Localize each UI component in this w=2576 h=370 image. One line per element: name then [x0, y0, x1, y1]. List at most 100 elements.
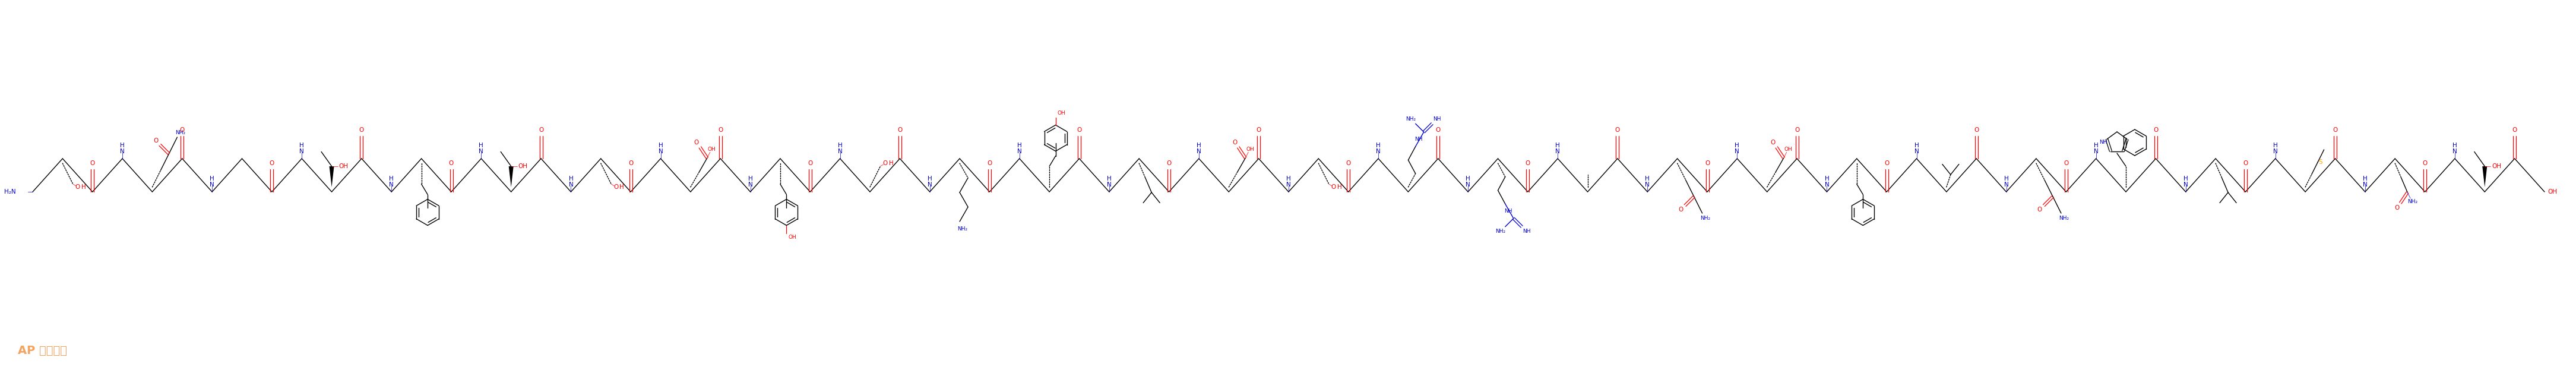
- Text: O: O: [1332, 184, 1337, 190]
- Text: O: O: [1435, 127, 1440, 133]
- Text: H: H: [2184, 176, 2187, 182]
- Text: N: N: [1914, 148, 1919, 154]
- Text: N: N: [747, 182, 752, 188]
- Text: NH: NH: [1504, 208, 1512, 213]
- Text: H: H: [1556, 142, 1561, 148]
- Text: N: N: [299, 148, 304, 154]
- Text: O: O: [987, 160, 992, 166]
- Text: NH₂: NH₂: [1406, 116, 1417, 122]
- Text: O: O: [2244, 160, 2249, 166]
- Text: O: O: [1231, 139, 1236, 145]
- Text: O: O: [2063, 160, 2069, 166]
- Text: H: H: [1734, 142, 1739, 148]
- Text: H: H: [2452, 142, 2458, 148]
- Text: H: H: [121, 142, 124, 148]
- Text: H: H: [2094, 142, 2099, 148]
- Text: H: H: [82, 184, 85, 190]
- Text: N: N: [1285, 182, 1291, 188]
- Text: N: N: [837, 148, 842, 154]
- Text: H: H: [2362, 176, 2367, 182]
- Text: N: N: [479, 148, 484, 154]
- Text: H: H: [837, 142, 842, 148]
- Text: NH₂: NH₂: [2058, 215, 2069, 221]
- Text: NH₂: NH₂: [2406, 199, 2416, 204]
- Text: H: H: [747, 176, 752, 182]
- Text: O: O: [1077, 127, 1082, 133]
- Text: O: O: [884, 160, 889, 166]
- Text: NH: NH: [1414, 137, 1422, 142]
- Text: O: O: [180, 127, 185, 133]
- Text: O: O: [2334, 127, 2336, 133]
- Text: H: H: [1285, 176, 1291, 182]
- Text: N: N: [1646, 182, 1649, 188]
- Text: N: N: [1734, 148, 1739, 154]
- Polygon shape: [507, 166, 513, 187]
- Text: O: O: [1795, 127, 1801, 133]
- Text: N: N: [2452, 148, 2458, 154]
- Text: O: O: [2154, 127, 2159, 133]
- Text: H: H: [1646, 176, 1649, 182]
- Text: N: N: [1556, 148, 1561, 154]
- Text: H: H: [389, 176, 394, 182]
- Text: OH: OH: [1059, 111, 1066, 116]
- Text: H: H: [299, 142, 304, 148]
- Text: N: N: [1466, 182, 1471, 188]
- Text: N: N: [659, 148, 662, 154]
- Text: O: O: [2038, 207, 2043, 213]
- Text: O: O: [270, 160, 273, 166]
- Text: O: O: [1973, 127, 1978, 133]
- Text: O: O: [75, 184, 80, 190]
- Text: OH: OH: [2548, 189, 2558, 195]
- Text: OH: OH: [788, 235, 796, 240]
- Text: N: N: [389, 182, 394, 188]
- Polygon shape: [2483, 166, 2486, 187]
- Text: O: O: [2512, 127, 2517, 133]
- Text: H: H: [1337, 184, 1342, 190]
- Text: N: N: [2094, 148, 2099, 154]
- Text: NH₂: NH₂: [1700, 215, 1710, 221]
- Text: O: O: [719, 127, 724, 133]
- Text: H: H: [1824, 176, 1829, 182]
- Text: OH: OH: [518, 163, 528, 169]
- Text: S: S: [2318, 159, 2324, 165]
- Text: N: N: [209, 182, 214, 188]
- Text: H: H: [1198, 142, 1200, 148]
- Text: AP 专肽生物: AP 专肽生物: [18, 345, 67, 356]
- Text: H: H: [479, 142, 484, 148]
- Text: H: H: [621, 184, 623, 190]
- Text: O: O: [1525, 160, 1530, 166]
- Text: N: N: [1108, 182, 1110, 188]
- Text: N: N: [1376, 148, 1381, 154]
- Text: O: O: [90, 160, 95, 166]
- Text: O: O: [1167, 160, 1172, 166]
- Text: H: H: [659, 142, 662, 148]
- Text: NH: NH: [1432, 116, 1440, 122]
- Text: O: O: [1883, 160, 1888, 166]
- Text: N: N: [569, 182, 574, 188]
- Text: NH₂: NH₂: [958, 226, 969, 231]
- Text: NH₂: NH₂: [1494, 229, 1504, 234]
- Text: O: O: [1770, 139, 1775, 145]
- Text: N: N: [1198, 148, 1200, 154]
- Text: H: H: [1108, 176, 1110, 182]
- Text: H: H: [209, 176, 214, 182]
- Text: NH: NH: [1522, 229, 1530, 234]
- Text: H: H: [2272, 142, 2277, 148]
- Text: H: H: [2004, 176, 2009, 182]
- Text: OH: OH: [708, 147, 716, 152]
- Text: OH: OH: [1247, 147, 1255, 152]
- Text: O: O: [1705, 160, 1710, 166]
- Text: H₂N: H₂N: [5, 189, 15, 195]
- Polygon shape: [330, 166, 335, 187]
- Text: O: O: [613, 184, 618, 190]
- Text: O: O: [2421, 160, 2427, 166]
- Text: N: N: [2362, 182, 2367, 188]
- Text: O: O: [809, 160, 811, 166]
- Text: N: N: [927, 182, 933, 188]
- Text: N: N: [2272, 148, 2277, 154]
- Text: H: H: [889, 160, 894, 166]
- Text: N: N: [2004, 182, 2009, 188]
- Text: N: N: [121, 148, 124, 154]
- Text: NH: NH: [2099, 140, 2107, 145]
- Text: O: O: [629, 160, 634, 166]
